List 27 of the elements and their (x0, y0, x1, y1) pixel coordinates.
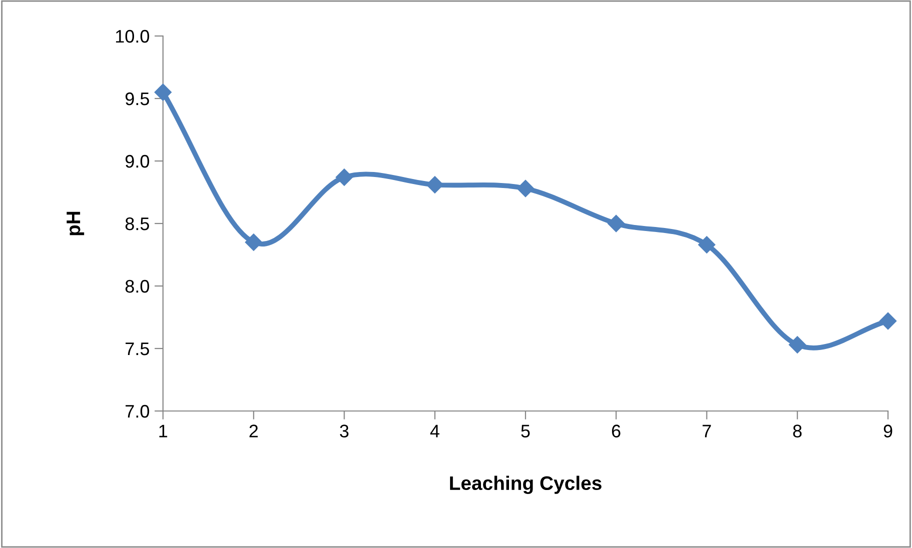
point (698, 236, 716, 254)
y-tick-label: 9.5 (126, 92, 150, 106)
x-axis-title: Leaching Cycles (450, 476, 602, 494)
x-tick-label: 2 (250, 424, 258, 438)
point (426, 176, 444, 194)
point (245, 234, 262, 251)
x-tick-label: 9 (884, 424, 892, 438)
x-tick-label: 5 (521, 424, 530, 438)
y-tick-label: 7.5 (126, 342, 150, 356)
y-tick-label: 10.0 (116, 30, 150, 43)
x-tick-label: 3 (340, 424, 348, 438)
point (788, 336, 806, 354)
point (154, 84, 172, 101)
x-tick-label: 4 (430, 424, 440, 438)
x-tick-label: 1 (159, 424, 168, 438)
x-tick-label: 7 (702, 424, 711, 438)
point (608, 214, 625, 232)
x-tick-label: 6 (612, 424, 620, 438)
y-tick-label: 7.0 (126, 404, 150, 418)
point (336, 168, 353, 186)
point (879, 312, 897, 330)
x-tick-label: 8 (793, 424, 802, 438)
point (516, 180, 534, 198)
y-tick-label: 9.0 (126, 154, 150, 168)
y-tick-label: 8.5 (125, 217, 150, 230)
y-tick-label: 8.0 (125, 280, 150, 293)
y-axis-title: pH (66, 212, 84, 236)
